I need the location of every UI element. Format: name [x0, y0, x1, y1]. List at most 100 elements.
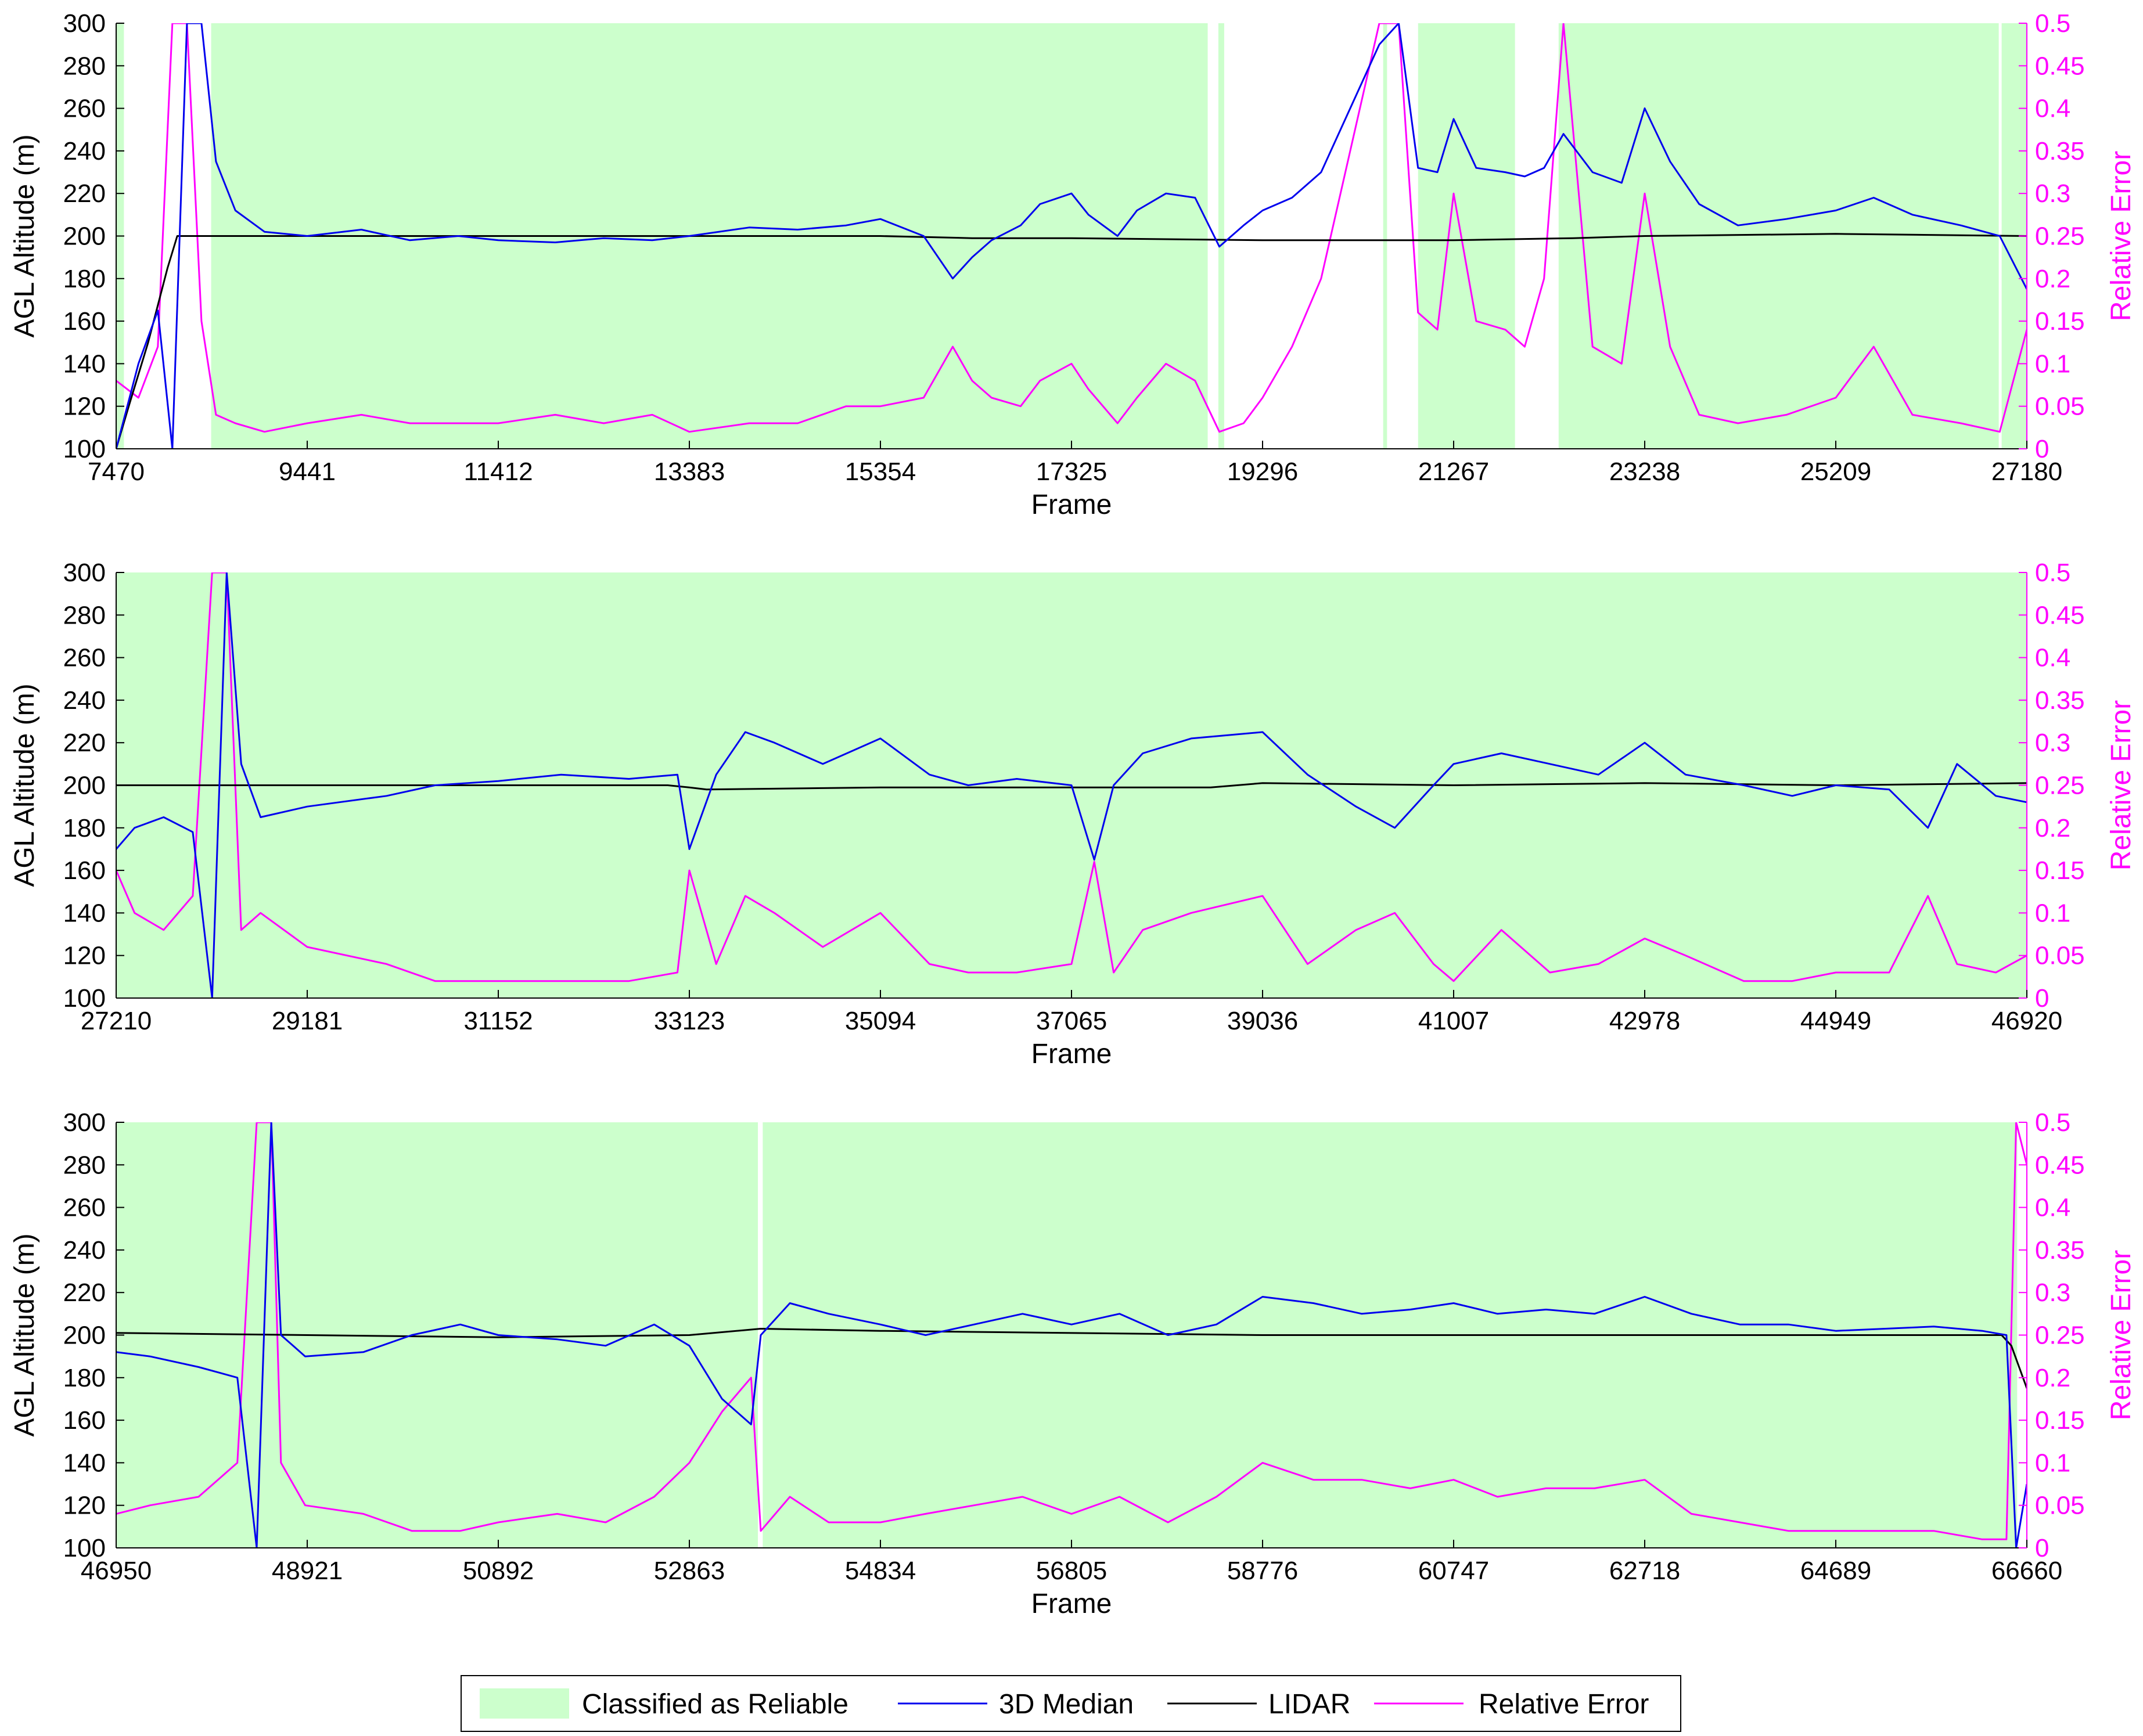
y-tick-label: 280	[63, 601, 106, 629]
x-tick-label: 27210	[81, 1007, 152, 1035]
y2-tick-label: 0.4	[2035, 1194, 2070, 1222]
y-tick-label: 100	[63, 435, 106, 463]
reliable-region	[1418, 23, 1515, 449]
x-tick-label: 13383	[654, 458, 725, 486]
series-line-lidar	[116, 233, 2027, 449]
y-tick-label: 200	[63, 222, 106, 251]
y2-tick-label: 0.3	[2035, 1278, 2070, 1307]
x-tick-label: 48921	[272, 1557, 343, 1585]
x-tick-label: 11412	[463, 458, 533, 486]
y2-tick-label: 0.25	[2035, 222, 2085, 251]
series-line-relative-error	[116, 1122, 2027, 1540]
y-tick-label: 160	[63, 856, 106, 885]
y-tick-label: 180	[63, 814, 106, 842]
x-tick-label: 9441	[279, 458, 336, 486]
x-tick-label: 27180	[1991, 458, 2062, 486]
legend: Classified as Reliable 3D Median LIDAR Rela…	[461, 1675, 1681, 1732]
series-line-3d-median	[116, 572, 2027, 998]
y2-tick-label: 0	[2035, 984, 2049, 1013]
y2-tick-label: 0.1	[2035, 899, 2070, 927]
y2-tick-label: 0	[2035, 1534, 2049, 1562]
y2-tick-label: 0.5	[2035, 9, 2070, 38]
y2-tick-label: 0.3	[2035, 179, 2070, 208]
x-tick-label: 21267	[1418, 458, 1489, 486]
x-tick-label: 60747	[1418, 1557, 1489, 1585]
x-tick-label: 58776	[1227, 1557, 1298, 1585]
y2-tick-label: 0	[2035, 435, 2049, 463]
y2-tick-label: 0.45	[2035, 1151, 2085, 1179]
y2-tick-label: 0.35	[2035, 137, 2085, 165]
y2-axis-label: Relative Error	[2106, 151, 2137, 321]
x-tick-label: 33123	[654, 1007, 725, 1035]
y-tick-label: 120	[63, 392, 106, 421]
y2-tick-label: 0.4	[2035, 644, 2070, 672]
y-axis-label: AGL Altitude (m)	[9, 683, 40, 887]
y-tick-label: 140	[63, 1449, 106, 1477]
x-tick-label: 7470	[88, 458, 145, 486]
y2-tick-label: 0.25	[2035, 772, 2085, 800]
x-tick-label: 31152	[463, 1007, 533, 1035]
y2-axis-label: Relative Error	[2106, 700, 2137, 870]
y-tick-label: 240	[63, 137, 106, 165]
y-tick-label: 240	[63, 1236, 106, 1265]
legend-label: Relative Error	[1479, 1689, 1649, 1720]
y-tick-label: 220	[63, 1278, 106, 1307]
y2-tick-label: 0.25	[2035, 1321, 2085, 1350]
x-tick-label: 50892	[463, 1557, 534, 1585]
legend-box	[461, 1675, 1681, 1732]
y-tick-label: 280	[63, 52, 106, 80]
y2-tick-label: 0.05	[2035, 942, 2085, 970]
reliable-region	[1218, 23, 1224, 449]
y2-tick-label: 0.15	[2035, 307, 2085, 336]
y-tick-label: 280	[63, 1151, 106, 1179]
y2-axis-label: Relative Error	[2106, 1250, 2137, 1420]
series-line-relative-error	[116, 23, 2027, 433]
x-axis-label: Frame	[1031, 489, 1112, 520]
chart-panel-3: 46950 48921 50892 52863 54834 56805 58776 60747…	[9, 1108, 2137, 1619]
x-tick-label: 62718	[1609, 1557, 1680, 1585]
x-tick-label: 56805	[1036, 1557, 1107, 1585]
legend-label: Classified as Reliable	[582, 1689, 848, 1720]
x-tick-label: 66660	[1991, 1557, 2062, 1585]
y-tick-label: 100	[63, 984, 106, 1013]
y2-tick-label: 0.15	[2035, 856, 2085, 885]
y-tick-label: 300	[63, 559, 106, 587]
x-tick-label: 41007	[1418, 1007, 1489, 1035]
y2-tick-label: 0.5	[2035, 1108, 2070, 1137]
reliable-region	[1383, 23, 1387, 449]
x-tick-label: 64689	[1800, 1557, 1871, 1585]
y2-tick-label: 0.05	[2035, 1492, 2085, 1520]
y2-tick-label: 0.1	[2035, 350, 2070, 378]
series-line-3d-median	[116, 1122, 2027, 1548]
x-tick-label: 35094	[845, 1007, 916, 1035]
series-line-3d-median	[116, 23, 2027, 449]
y-tick-label: 220	[63, 729, 106, 757]
y2-tick-label: 0.5	[2035, 559, 2070, 587]
y2-tick-label: 0.15	[2035, 1406, 2085, 1435]
x-tick-label: 52863	[654, 1557, 725, 1585]
y-tick-label: 240	[63, 686, 106, 715]
x-tick-label: 19296	[1227, 458, 1298, 486]
x-axis-label: Frame	[1031, 1589, 1112, 1619]
y-tick-label: 260	[63, 1194, 106, 1222]
x-tick-label: 46950	[81, 1557, 152, 1585]
y-tick-label: 160	[63, 307, 106, 336]
y-axis-label: AGL Altitude (m)	[9, 134, 40, 337]
y2-tick-label: 0.2	[2035, 1364, 2070, 1392]
x-tick-label: 54834	[845, 1557, 916, 1585]
y-tick-label: 260	[63, 644, 106, 672]
y2-tick-label: 0.1	[2035, 1449, 2070, 1477]
x-tick-label: 29181	[272, 1007, 343, 1035]
y-axis-label: AGL Altitude (m)	[9, 1233, 40, 1436]
chart-panel-2: 27210 29181 31152 33123 35094 37065 39036 41007…	[9, 559, 2137, 1069]
x-tick-label: 37065	[1036, 1007, 1107, 1035]
y-tick-label: 180	[63, 1364, 106, 1392]
y-tick-label: 120	[63, 1492, 106, 1520]
x-tick-label: 46920	[1991, 1007, 2062, 1035]
y-tick-label: 220	[63, 179, 106, 208]
y-tick-label: 160	[63, 1406, 106, 1435]
y-tick-label: 120	[63, 942, 106, 970]
x-tick-label: 44949	[1800, 1007, 1871, 1035]
series-line-lidar	[116, 782, 2027, 791]
